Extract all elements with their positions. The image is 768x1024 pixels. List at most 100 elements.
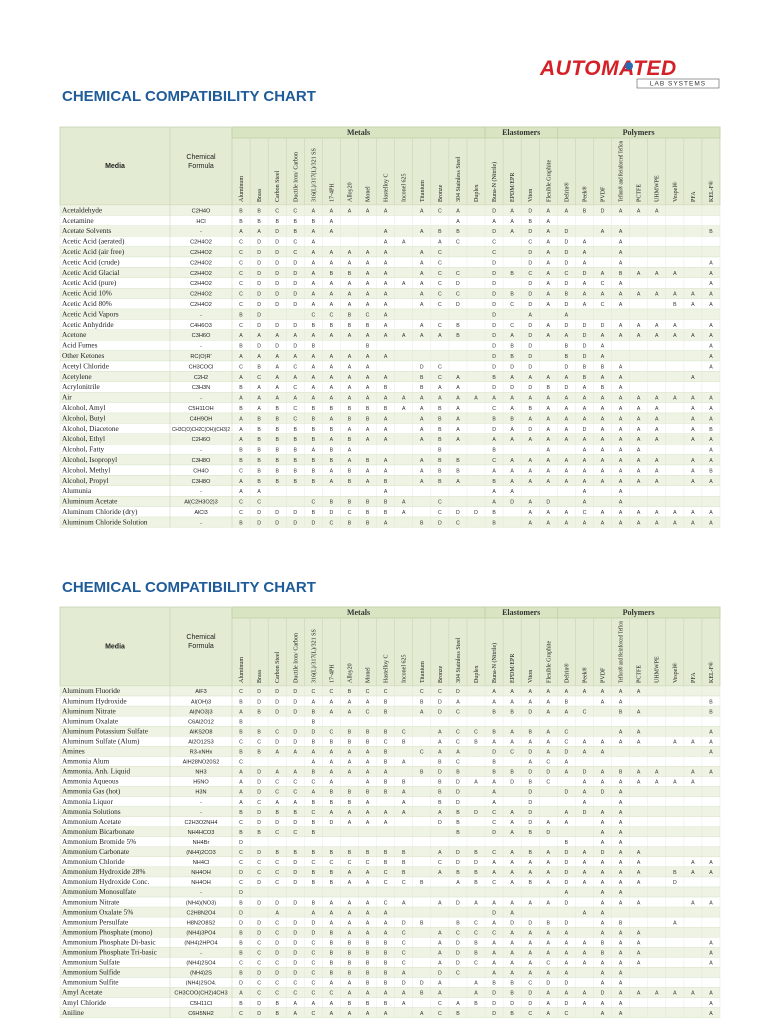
column-header: PCTFE [637,184,643,202]
rating-cell: D [528,229,532,235]
rating-cell: D [275,709,279,715]
rating-cell: A [637,510,641,516]
rating-cell: A [655,770,659,776]
rating-cell: B [239,458,243,464]
rating-cell: B [492,375,496,381]
rating-cell: C [239,364,243,370]
rating-cell: C [275,860,279,866]
rating-cell: C [311,971,315,977]
rating-cell: B [330,406,334,412]
rating-cell: C [456,292,460,298]
rating-cell: A [619,870,623,876]
rating-cell: B [366,344,370,350]
rating-cell: A [366,333,370,339]
rating-cell: A [528,689,532,695]
rating-cell: B [384,940,388,946]
rating-cell: A [348,364,352,370]
rating-cell: A [547,468,551,474]
column-header: Buna-N (Nitrile) [491,162,498,202]
rating-cell: A [583,739,587,745]
rating-cell: A [637,739,641,745]
rating-cell: D [564,302,568,308]
rating-cell: B [438,437,442,443]
rating-cell: A [510,910,514,916]
rating-cell: B [257,219,261,225]
rating-cell: A [565,991,569,997]
rating-cell: A [547,940,551,946]
rating-cell: A [547,820,551,826]
rating-cell: A [547,240,551,246]
media-cell: Acetic Acid (pure) [62,278,117,287]
formula-cell: C5H11Cl [190,1001,212,1007]
rating-cell: B [709,468,713,474]
rating-cell: C [239,250,243,256]
column-header: Brass [257,669,263,683]
rating-cell: A [492,870,496,876]
rating-cell: A [547,520,551,526]
rating-cell: B [402,780,406,786]
rating-cell: B [312,850,316,856]
rating-cell: D [564,240,568,246]
formula-cell: - [200,890,202,896]
media-cell: Other Ketones [62,351,105,360]
rating-cell: D [257,880,261,886]
rating-cell: B [239,719,243,725]
rating-cell: A [330,1011,334,1017]
rating-cell: C [311,961,315,967]
rating-cell: B [330,800,334,806]
rating-cell: A [601,375,605,381]
formula-cell: H5NO [193,780,209,786]
rating-cell: A [312,354,316,360]
rating-cell: C [311,860,315,866]
rating-cell: B [330,870,334,876]
rating-cell: A [619,810,623,816]
rating-cell: D [510,1001,514,1007]
rating-cell: B [366,739,370,745]
media-cell: Ammonium Sulfate [62,958,120,967]
rating-cell: B [420,991,424,997]
rating-cell: B [438,229,442,235]
rating-cell: B [366,416,370,422]
rating-cell: D [239,890,243,896]
column-header: Titanium [420,661,426,683]
rating-cell: A [619,500,623,506]
rating-cell: A [673,323,677,329]
rating-cell: C [275,880,279,886]
rating-cell: A [709,750,713,756]
rating-cell: A [348,880,352,886]
rating-cell: A [312,750,316,756]
rating-cell: B [456,920,460,926]
rating-cell: A [366,385,370,391]
media-cell: Acetic Acid Vapors [62,309,119,318]
formula-cell: C3H8O [192,458,211,464]
rating-cell: A [239,489,243,495]
table-title: CHEMICAL COMPATIBILITY CHART [62,88,316,105]
rating-cell: C [492,930,496,936]
rating-cell: B [239,208,243,214]
rating-cell: A [619,951,623,957]
rating-cell: D [456,940,460,946]
rating-cell: B [456,820,460,826]
rating-cell: D [456,951,460,957]
formula-cell: C2H6O [192,437,211,443]
formula-cell: - [200,344,202,350]
rating-cell: D [275,689,279,695]
rating-cell: B [456,1011,460,1017]
rating-cell: A [547,1011,551,1017]
rating-cell: A [565,520,569,526]
rating-cell: B [312,719,316,725]
rating-cell: A [402,760,406,766]
column-header: PCTFE [637,665,643,683]
rating-cell: A [565,458,569,464]
rating-cell: B [348,479,352,485]
rating-cell: D [546,981,550,987]
rating-cell: A [438,961,442,967]
rating-cell: C [438,510,442,516]
rating-cell: A [619,292,623,298]
rating-cell: D [564,250,568,256]
rating-cell: A [565,416,569,422]
rating-cell: A [528,940,532,946]
rating-cell: B [294,229,298,235]
rating-cell: B [492,729,496,735]
